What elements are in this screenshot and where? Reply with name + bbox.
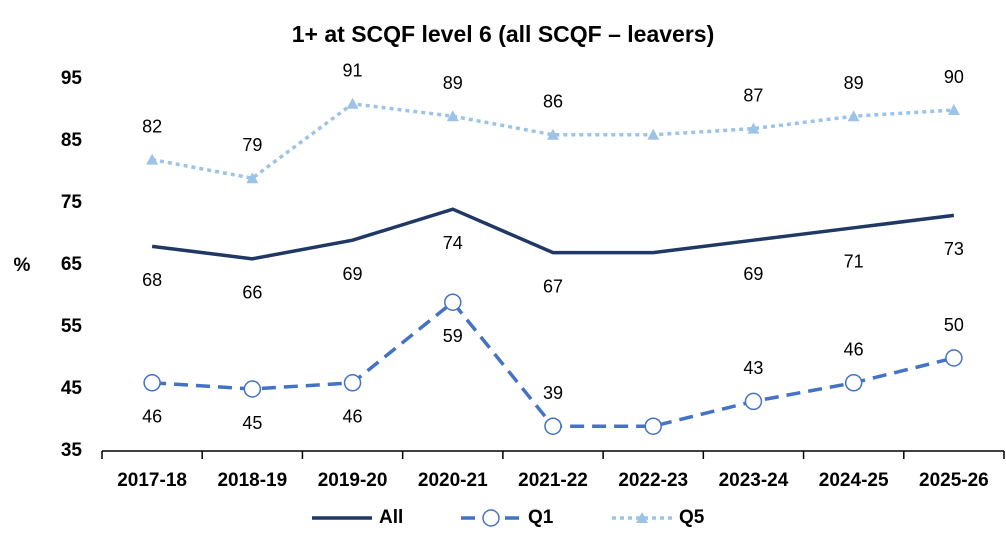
data-label: 46	[343, 407, 363, 427]
point-marker	[744, 392, 763, 411]
data-label: 87	[743, 85, 763, 105]
y-axis-label: %	[14, 255, 31, 276]
x-tick-label: 2025-26	[919, 470, 989, 491]
point-marker	[747, 122, 760, 134]
y-tick-label: 35	[61, 440, 83, 461]
point-marker	[146, 153, 159, 165]
series-line	[151, 207, 955, 261]
point-marker	[346, 97, 359, 109]
x-tick-label: 2023-24	[719, 470, 789, 491]
x-tick-label: 2017-18	[117, 470, 187, 491]
data-label: 89	[443, 73, 463, 93]
y-tick-label: 45	[61, 378, 83, 399]
point-marker	[644, 417, 662, 435]
data-label: 46	[142, 407, 162, 427]
point-marker	[847, 110, 860, 122]
data-label: 68	[142, 270, 162, 290]
series-line	[151, 101, 954, 181]
point-marker	[647, 128, 660, 140]
point-marker	[343, 374, 362, 392]
point-marker	[143, 374, 161, 392]
data-label: 39	[543, 383, 563, 403]
x-tick-label: 2024-25	[819, 470, 889, 491]
x-tick-label: 2018-19	[217, 470, 287, 491]
legend-label: Q5	[679, 507, 705, 528]
data-label: 82	[142, 116, 162, 136]
x-tick-label: 2019-20	[318, 470, 388, 491]
y-tick-label: 95	[61, 68, 83, 89]
point-marker	[844, 374, 863, 392]
point-marker	[243, 380, 262, 398]
x-tick-label: 2021-22	[518, 470, 588, 491]
point-marker	[246, 172, 259, 184]
point-marker	[547, 128, 559, 140]
legend-label: All	[379, 507, 403, 528]
legend-label: Q1	[528, 507, 554, 528]
data-label: 45	[242, 413, 262, 433]
data-label: 43	[743, 358, 763, 378]
data-label: 79	[242, 135, 262, 155]
data-label: 74	[443, 233, 463, 253]
point-marker	[444, 293, 462, 311]
data-label: 69	[343, 264, 363, 284]
legend-marker	[482, 509, 500, 527]
data-label: 59	[443, 326, 463, 346]
data-label: 46	[844, 340, 864, 360]
y-tick-label: 55	[61, 316, 83, 337]
data-label: 91	[343, 61, 363, 81]
y-tick-label: 85	[61, 130, 83, 151]
x-tick-label: 2020-21	[418, 470, 488, 491]
data-label: 67	[543, 276, 563, 296]
data-label: 50	[944, 315, 964, 335]
data-label: 73	[944, 239, 964, 259]
y-tick-label: 65	[61, 254, 83, 275]
x-tick-label: 2022-23	[618, 470, 688, 491]
series-line	[152, 299, 955, 428]
data-label: 66	[242, 283, 262, 303]
chart-title: 1+ at SCQF level 6 (all SCQF – leavers)	[292, 21, 715, 47]
data-label: 90	[944, 67, 964, 87]
point-marker	[945, 349, 963, 367]
data-label: 86	[543, 92, 563, 112]
point-marker	[446, 110, 459, 122]
point-marker	[947, 104, 960, 115]
data-label: 71	[844, 252, 864, 272]
y-tick-label: 75	[61, 192, 83, 213]
point-marker	[544, 417, 562, 435]
data-label: 89	[844, 73, 864, 93]
legend-marker	[636, 512, 648, 523]
data-label: 69	[743, 264, 763, 284]
